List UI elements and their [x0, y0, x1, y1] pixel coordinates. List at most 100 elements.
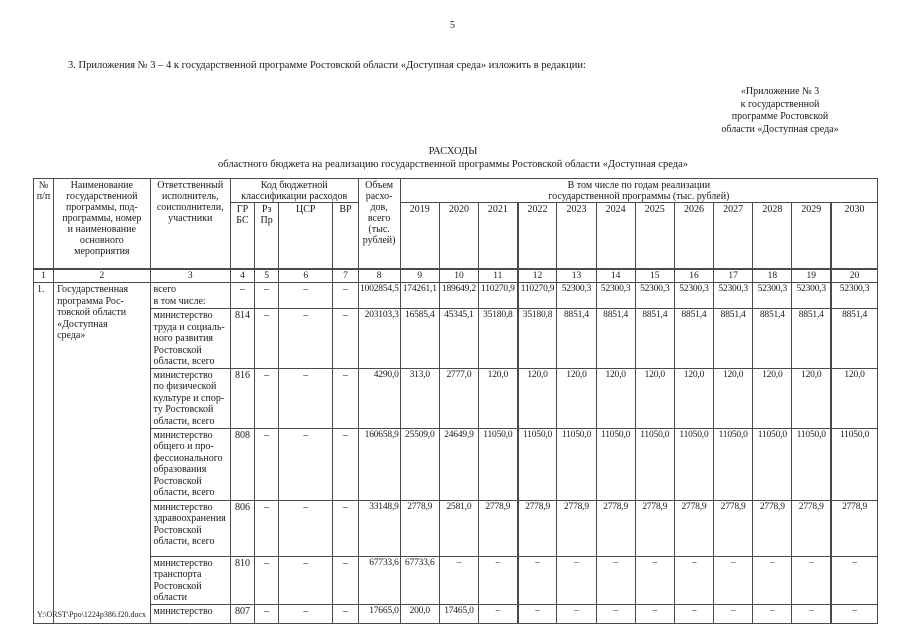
year-value-2023: 120,0	[556, 367, 597, 429]
program-row-number: 1.	[32, 282, 55, 624]
grbs-cell: 807	[229, 603, 256, 624]
year-value-2019: 16585,4	[399, 308, 440, 369]
year-value-2022: 11050,0	[517, 427, 558, 501]
year-value-2020: –	[438, 555, 480, 605]
year-value-2027: 120,0	[713, 367, 754, 429]
column-number: 4	[229, 268, 256, 283]
header-vr: ВР	[332, 202, 359, 270]
year-value-2030: 52300,3	[830, 282, 879, 309]
year-value-2019: 174261,1	[399, 282, 440, 309]
vr-cell: –	[332, 603, 359, 624]
year-value-2030: 8851,4	[830, 308, 879, 369]
year-value-2019: 2778,9	[399, 499, 440, 557]
column-number: 9	[399, 268, 440, 283]
grbs-cell: –	[229, 282, 256, 309]
year-value-2020: 189649,2	[438, 282, 480, 309]
table-row: министерство общего и про- фессиональног…	[34, 427, 879, 501]
header-year-2027: 2027	[713, 202, 754, 270]
year-value-2020: 17465,0	[438, 603, 480, 624]
year-value-2029: 2778,9	[791, 499, 833, 557]
header-group-row: № п/п Наименование государственной прогр…	[32, 178, 879, 270]
rzpr-cell: –	[254, 555, 280, 605]
year-value-2019: 25509,0	[399, 427, 440, 501]
year-value-2029: –	[791, 603, 833, 624]
year-value-2020: 24649,9	[438, 427, 480, 501]
column-number: 18	[752, 268, 793, 283]
column-number: 7	[332, 268, 359, 283]
year-value-2022: 35180,8	[517, 308, 558, 369]
header-year-2026: 2026	[673, 202, 715, 270]
year-value-2028: 11050,0	[752, 427, 793, 501]
header-year-2020: 2020	[438, 202, 480, 270]
rzpr-cell: –	[254, 603, 280, 624]
vr-cell: –	[332, 308, 359, 369]
year-value-2029: 52300,3	[791, 282, 833, 309]
year-value-2025: 8851,4	[634, 308, 675, 369]
year-value-2026: 120,0	[673, 367, 715, 429]
year-value-2019: 200,0	[399, 603, 440, 624]
header-years-group: В том числе по годам реализации государс…	[399, 178, 879, 203]
total-volume-cell: 67733,6	[357, 555, 401, 605]
header-grbs: ГР БС	[229, 202, 256, 270]
appendix-reference: «Приложение № 3 к государственной програ…	[721, 86, 839, 135]
executor-cell: министерство	[149, 603, 231, 624]
intro-paragraph: 3. Приложения № 3 – 4 к государственной …	[68, 60, 586, 71]
table-row: министерство 807– – –17665,0 200,0 17465,0– – –…	[34, 603, 879, 624]
year-value-2025: 52300,3	[634, 282, 675, 309]
year-value-2028: 120,0	[752, 367, 793, 429]
year-value-2025: –	[634, 555, 675, 605]
vr-cell: –	[332, 499, 359, 557]
year-value-2026: 8851,4	[673, 308, 715, 369]
rzpr-cell: –	[254, 282, 280, 309]
header-year-2030: 2030	[830, 202, 879, 270]
year-value-2030: 120,0	[830, 367, 879, 429]
year-value-2030: 11050,0	[830, 427, 879, 501]
year-value-2030: –	[830, 555, 879, 605]
year-value-2022: –	[517, 555, 558, 605]
vr-cell: –	[332, 282, 359, 309]
year-value-2024: 8851,4	[595, 308, 636, 369]
year-value-2022: 120,0	[517, 367, 558, 429]
table-body: 1. Государственная программа Рос- товской…	[32, 282, 879, 624]
executor-cell: министерство транспорта Ростовской облас…	[149, 555, 231, 605]
year-value-2028: –	[752, 603, 793, 624]
table-subtitle: областного бюджета на реализацию государ…	[218, 159, 688, 170]
column-number: 19	[791, 268, 833, 283]
year-value-2028: 8851,4	[752, 308, 793, 369]
year-value-2022: 110270,9	[517, 282, 558, 309]
year-value-2025: 11050,0	[634, 427, 675, 501]
year-value-2022: –	[517, 603, 558, 624]
year-value-2030: –	[830, 603, 879, 624]
executor-cell: всего в том числе:	[149, 282, 231, 309]
grbs-cell: 808	[229, 427, 256, 501]
column-number: 5	[254, 268, 280, 283]
year-value-2027: 2778,9	[713, 499, 754, 557]
year-value-2029: –	[791, 555, 833, 605]
column-number: 10	[438, 268, 480, 283]
table-title-block: РАСХОДЫ областного бюджета на реализацию…	[33, 145, 873, 171]
year-value-2021: 2778,9	[478, 499, 519, 557]
csr-cell: –	[278, 282, 334, 309]
year-value-2028: 52300,3	[752, 282, 793, 309]
grbs-cell: 806	[229, 499, 256, 557]
year-value-2020: 2581,0	[438, 499, 480, 557]
year-value-2019: 313,0	[399, 367, 440, 429]
total-volume-cell: 203103,3	[357, 308, 401, 369]
year-value-2024: 11050,0	[595, 427, 636, 501]
year-value-2025: 120,0	[634, 367, 675, 429]
table-row: министерство транспорта Ростовской облас…	[34, 555, 879, 605]
csr-cell: –	[278, 308, 334, 369]
executor-cell: министерство по физической культуре и сп…	[149, 367, 231, 429]
year-value-2021: 11050,0	[478, 427, 519, 501]
year-value-2021: 120,0	[478, 367, 519, 429]
csr-cell: –	[278, 499, 334, 557]
column-number: 20	[830, 268, 879, 283]
rzpr-cell: –	[254, 367, 280, 429]
header-row-num: № п/п	[32, 178, 55, 270]
csr-cell: –	[278, 555, 334, 605]
footer-file-path: Y:\ORST\Ppo\1224p386.f20.docx	[37, 610, 147, 619]
year-value-2023: –	[556, 603, 597, 624]
year-value-2027: –	[713, 603, 754, 624]
total-volume-cell: 33148,9	[357, 499, 401, 557]
year-value-2027: –	[713, 555, 754, 605]
